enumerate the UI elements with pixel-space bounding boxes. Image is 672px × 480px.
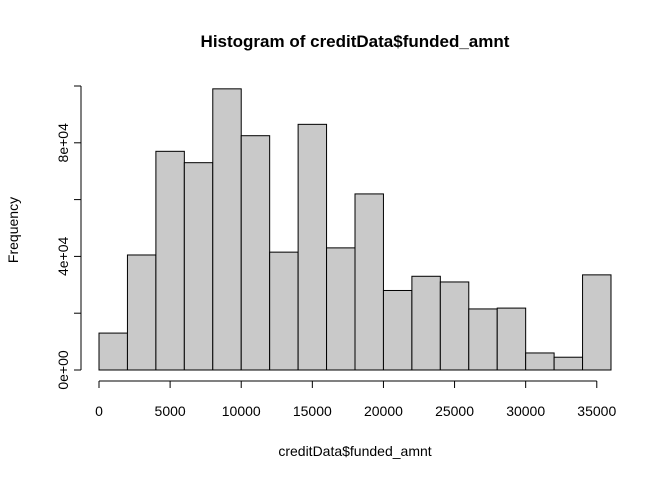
y-tick-label: 0e+00 xyxy=(55,350,71,390)
histogram-bar-2 xyxy=(155,150,185,371)
x-tick-label: 0 xyxy=(95,403,103,419)
x-tick-label: 10000 xyxy=(222,403,261,419)
histogram-bar-8 xyxy=(326,247,356,371)
x-axis-label: creditData$funded_amnt xyxy=(278,443,431,459)
histogram-bar-5 xyxy=(240,135,271,371)
histogram-bar-3 xyxy=(183,162,214,371)
histogram-bar-4 xyxy=(212,88,242,371)
x-axis: 0 5000 10000 15000 20000 25000 30000 35000 xyxy=(95,380,616,419)
x-tick-label: 5000 xyxy=(155,403,186,419)
y-axis: 0e+00 4e+04 8e+04 xyxy=(55,85,82,390)
histogram-bar-6 xyxy=(269,251,299,371)
y-axis-label: Frequency xyxy=(5,197,21,263)
bars-group xyxy=(98,88,612,371)
x-tick-label: 20000 xyxy=(364,403,403,419)
histogram-bar-9 xyxy=(354,193,384,371)
y-tick-label: 8e+04 xyxy=(55,123,71,163)
histogram-bar-7 xyxy=(297,123,328,371)
histogram-bar-11 xyxy=(411,275,441,371)
histogram-bar-15 xyxy=(525,352,555,371)
histogram-bar-13 xyxy=(468,308,498,371)
histogram-bar-16 xyxy=(553,356,584,371)
histogram-bar-1 xyxy=(126,254,157,371)
x-tick-label: 30000 xyxy=(506,403,545,419)
y-tick-label: 4e+04 xyxy=(55,237,71,277)
x-tick-label: 15000 xyxy=(293,403,332,419)
histogram-bar-17 xyxy=(582,274,612,371)
histogram-bar-14 xyxy=(496,307,527,371)
histogram-bar-0 xyxy=(98,332,128,371)
histogram-bar-12 xyxy=(439,281,470,371)
histogram-bar-10 xyxy=(382,289,413,371)
x-tick-label: 25000 xyxy=(435,403,474,419)
x-tick-label: 35000 xyxy=(577,403,616,419)
chart-title: Histogram of creditData$funded_amnt xyxy=(201,32,510,51)
